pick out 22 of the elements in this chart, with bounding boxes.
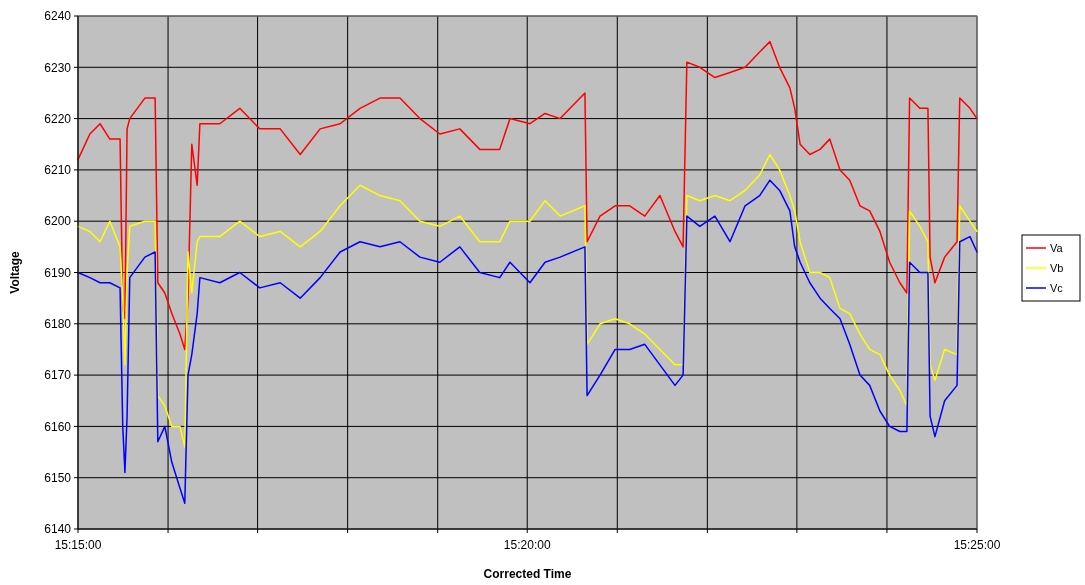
- legend-label: Vc: [1050, 281, 1064, 294]
- legend-label: Va: [1050, 241, 1064, 254]
- y-tick-label: 6200: [44, 214, 72, 229]
- x-tick-label: 15:20:00: [503, 538, 551, 552]
- y-tick-label: 6160: [44, 419, 72, 434]
- y-tick-label: 6190: [44, 265, 72, 280]
- y-tick-label: 6230: [44, 60, 72, 75]
- line-series: [77, 40, 978, 351]
- y-tick-label: 6210: [44, 163, 72, 178]
- x-tick-label: 15:15:00: [54, 538, 102, 552]
- line-series: [77, 153, 978, 448]
- y-tick-label: 6180: [44, 317, 72, 331]
- y-tick-label: 6150: [44, 470, 72, 485]
- line-series: [77, 179, 978, 505]
- y-axis-title: Voltage: [8, 250, 22, 294]
- legend-label: Vb: [1050, 261, 1064, 274]
- x-tick-label: 15:25:00: [953, 538, 1001, 552]
- y-tick-label: 6140: [44, 522, 72, 537]
- y-tick-label: 6170: [44, 368, 72, 383]
- y-tick-label: 6240: [44, 9, 72, 24]
- y-tick-label: 6220: [44, 111, 72, 126]
- x-axis-title: Corrected Time: [483, 567, 572, 581]
